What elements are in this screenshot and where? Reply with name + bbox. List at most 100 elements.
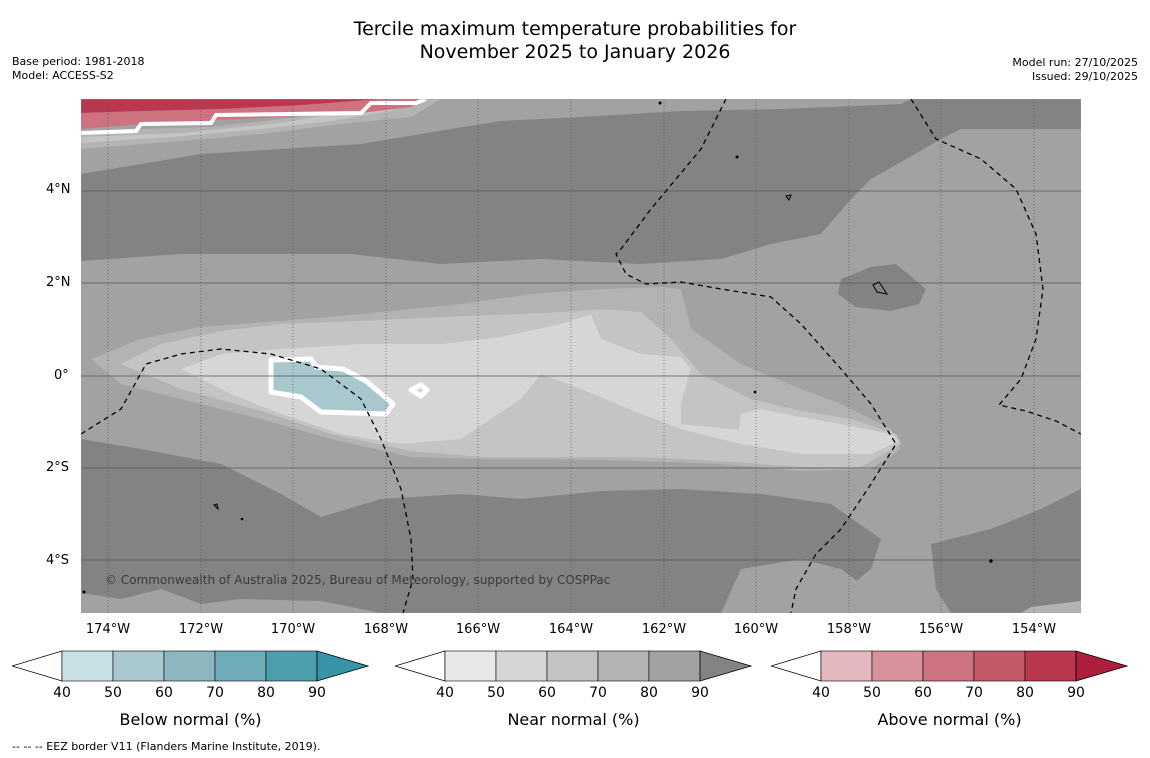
cbar-above-swatch-4 <box>973 650 1026 682</box>
cbar-near-tick: 40 <box>436 685 454 701</box>
colorbar-below-normal <box>12 650 369 682</box>
eez-border-east <box>910 99 1081 435</box>
issued-date: Issued: 29/10/2025 <box>1031 70 1138 83</box>
lon-tick-170W: 170°W <box>270 622 316 637</box>
eez-borders <box>81 99 1081 613</box>
cbar-below-swatch-2 <box>112 650 165 682</box>
island-dot-3 <box>240 517 244 521</box>
lon-tick-168W: 168°W <box>363 622 409 637</box>
island-dot-2 <box>735 155 739 159</box>
cbar-above-swatch-1 <box>820 650 873 682</box>
lon-tick-156W: 156°W <box>918 622 964 637</box>
island-right <box>872 281 889 295</box>
colorbar-above-normal <box>771 650 1128 682</box>
cbar-above-tick: 80 <box>1016 685 1034 701</box>
lat-tick-4N: 4°N <box>46 182 71 197</box>
copyright-notice: © Commonwealth of Australia 2025, Bureau… <box>105 573 611 587</box>
colorbar-near-normal <box>395 650 752 682</box>
meta-left: Base period: 1981-2018 Model: ACCESS-S2 <box>12 55 144 83</box>
cbar-above-tick: 40 <box>812 685 830 701</box>
cbar-above-swatch-2 <box>871 650 924 682</box>
title-line-1: Tercile maximum temperature probabilitie… <box>353 18 797 40</box>
islands <box>82 101 993 594</box>
title-line-2: November 2025 to January 2026 <box>419 41 731 63</box>
cbar-below-swatch-4 <box>214 650 267 682</box>
cbar-below-tick: 40 <box>53 685 71 701</box>
cbar-above-upper-cap <box>1075 650 1128 682</box>
cbar-above-tick: 60 <box>914 685 932 701</box>
island-dot-6 <box>82 590 86 594</box>
island-dot-5 <box>989 559 993 563</box>
map-title: Tercile maximum temperature probabilitie… <box>0 18 1150 64</box>
band-above-80 <box>81 99 381 113</box>
lat-tick-0: 0° <box>54 368 69 383</box>
cbar-above-swatch-5 <box>1024 650 1077 682</box>
cbar-below-tick: 60 <box>155 685 173 701</box>
cbar-near-tick: 80 <box>640 685 658 701</box>
lon-tick-160W: 160°W <box>733 622 779 637</box>
band-near-90-island <box>838 264 926 311</box>
cbar-near-swatch-1 <box>444 650 497 682</box>
band-near-80-south-right <box>721 559 881 613</box>
cbar-above-lower-cap <box>771 650 822 682</box>
cbar-near-tick: 50 <box>487 685 505 701</box>
cbar-below-swatch-5 <box>265 650 318 682</box>
above-contour <box>81 99 427 135</box>
eez-border-central <box>615 99 897 613</box>
cbar-near-tick: 60 <box>538 685 556 701</box>
band-near-70-southeast <box>1021 601 1081 613</box>
island-sw <box>213 503 219 511</box>
island-north <box>785 194 792 202</box>
cbar-near-swatch-5 <box>648 650 701 682</box>
cbar-above-tick: 50 <box>863 685 881 701</box>
probability-map <box>81 99 1081 613</box>
band-below-60 <box>268 356 396 417</box>
cbar-below-swatch-1 <box>61 650 114 682</box>
cbar-below-tick: 70 <box>206 685 224 701</box>
band-near-90-north <box>81 99 1081 264</box>
meta-right: Model run: 27/10/2025 Issued: 29/10/2025 <box>1012 56 1138 84</box>
lon-tick-166W: 166°W <box>455 622 501 637</box>
cbar-above-tick: 70 <box>965 685 983 701</box>
lon-tick-164W: 164°W <box>548 622 594 637</box>
cbar-near-swatch-2 <box>495 650 548 682</box>
cbar-near-tick: 90 <box>691 685 709 701</box>
cbar-below-upper-cap <box>316 650 369 682</box>
cbar-above-tick: 90 <box>1067 685 1085 701</box>
model-run: Model run: 27/10/2025 <box>1012 56 1138 69</box>
cbar-near-tick: 70 <box>589 685 607 701</box>
lon-tick-158W: 158°W <box>826 622 872 637</box>
eez-border-west <box>81 348 414 613</box>
cbar-near-label: Near normal (%) <box>507 710 640 729</box>
cbar-below-swatch-3 <box>163 650 216 682</box>
cbar-near-swatch-4 <box>597 650 650 682</box>
band-near-50-central <box>181 314 899 454</box>
cbar-above-swatch-3 <box>922 650 975 682</box>
band-near-80-southwest <box>81 589 381 613</box>
base-period: Base period: 1981-2018 <box>12 55 145 68</box>
band-near-90-southeast <box>931 489 1081 613</box>
small-white-contour <box>408 382 430 399</box>
gridlines <box>81 190 1081 561</box>
lat-tick-2N: 2°N <box>46 275 71 290</box>
cbar-near-upper-cap <box>699 650 752 682</box>
lat-tick-4S: 4°S <box>46 553 70 568</box>
lon-tick-172W: 172°W <box>178 622 224 637</box>
cbar-near-swatch-3 <box>546 650 599 682</box>
cbar-near-lower-cap <box>395 650 446 682</box>
cbar-below-tick: 80 <box>257 685 275 701</box>
island-dot <box>658 101 662 105</box>
cbar-below-label: Below normal (%) <box>119 710 262 729</box>
cbar-below-tick: 50 <box>104 685 122 701</box>
cbar-above-label: Above normal (%) <box>877 710 1022 729</box>
cbar-below-lower-cap <box>12 650 63 682</box>
eez-footnote: -- -- -- EEZ border V11 (Flanders Marine… <box>12 740 321 753</box>
band-near-90-south <box>81 439 881 613</box>
lon-tick-162W: 162°W <box>641 622 687 637</box>
lat-tick-2S: 2°S <box>46 460 70 475</box>
island-dot-4 <box>753 390 757 394</box>
lon-tick-174W: 174°W <box>85 622 131 637</box>
lon-tick-154W: 154°W <box>1011 622 1057 637</box>
cbar-below-tick: 90 <box>308 685 326 701</box>
model-name: Model: ACCESS-S2 <box>12 69 114 82</box>
